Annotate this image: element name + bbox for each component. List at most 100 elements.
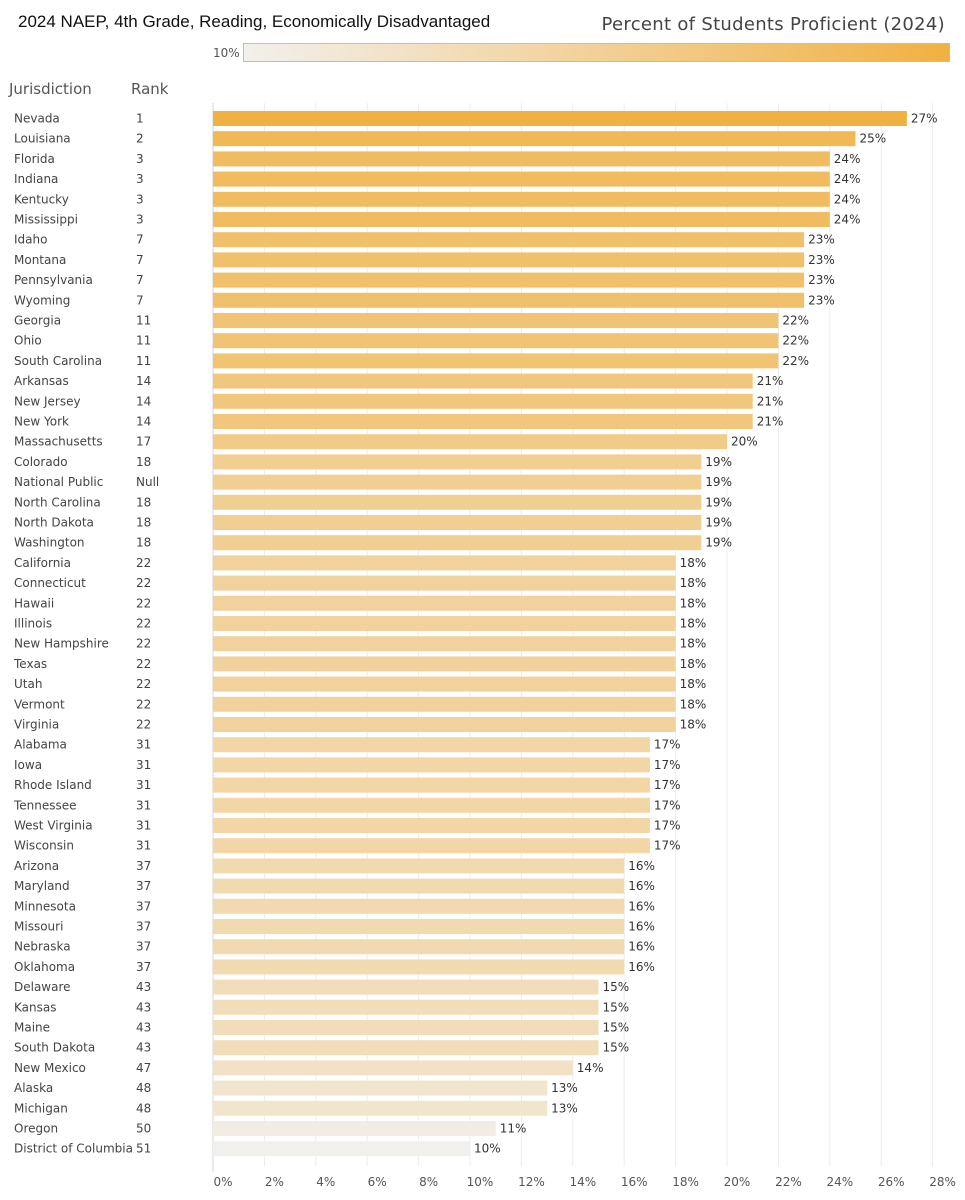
rank-label: 22 (136, 677, 151, 691)
bar (213, 151, 830, 167)
rank-label: 37 (136, 859, 151, 873)
bar (213, 898, 625, 914)
x-tick-label: 16% (621, 1175, 648, 1189)
bar (213, 999, 599, 1015)
bar (213, 272, 805, 288)
legend-color-scale (243, 43, 950, 62)
jurisdiction-label: Maryland (14, 879, 70, 893)
rank-label: 31 (136, 839, 151, 853)
jurisdiction-label: Georgia (14, 314, 61, 328)
jurisdiction-label: South Carolina (14, 354, 102, 368)
value-label: 22% (782, 354, 809, 368)
value-label: 24% (834, 152, 861, 166)
value-label: 19% (705, 475, 732, 489)
jurisdiction-label: Connecticut (14, 576, 86, 590)
value-label: 23% (808, 273, 835, 287)
jurisdiction-label: Indiana (14, 172, 58, 186)
jurisdiction-label: Colorado (14, 455, 68, 469)
bar (213, 575, 676, 591)
bar (213, 111, 907, 126)
value-label: 18% (680, 718, 707, 732)
rank-label: 1 (136, 112, 144, 126)
value-label: 19% (705, 495, 732, 509)
rank-label: 22 (136, 576, 151, 590)
x-tick-label: 28% (929, 1175, 956, 1189)
bar (213, 212, 830, 227)
value-label: 19% (705, 455, 732, 469)
rank-label: 43 (136, 1000, 151, 1014)
bar (213, 333, 779, 349)
jurisdiction-label: Massachusetts (14, 435, 103, 449)
jurisdiction-label: Texas (13, 657, 47, 671)
value-label: 17% (654, 738, 681, 752)
x-tick-label: 14% (569, 1175, 596, 1189)
rank-label: 18 (136, 516, 151, 530)
rank-label: 47 (136, 1061, 151, 1075)
value-label: 20% (731, 435, 758, 449)
value-label: 19% (705, 516, 732, 530)
jurisdiction-label: Michigan (14, 1101, 68, 1115)
value-label: 21% (757, 374, 784, 388)
jurisdiction-label: Virginia (14, 718, 59, 732)
jurisdiction-label: Kentucky (14, 192, 69, 206)
value-label: 27% (911, 112, 938, 126)
bar (213, 939, 625, 955)
rank-label: 18 (136, 536, 151, 550)
value-label: 15% (603, 1021, 630, 1035)
rank-label: 22 (136, 697, 151, 711)
bar (213, 979, 599, 995)
value-label: 14% (577, 1061, 604, 1075)
rank-label: 2 (136, 132, 144, 146)
bar (213, 838, 650, 854)
rank-label: 37 (136, 960, 151, 974)
jurisdiction-label: Montana (14, 253, 66, 267)
jurisdiction-label: Iowa (14, 758, 42, 772)
rank-label: 14 (136, 374, 151, 388)
bar (213, 555, 676, 571)
x-tick-label: 20% (724, 1175, 751, 1189)
rank-label: 18 (136, 495, 151, 509)
value-label: 24% (834, 172, 861, 186)
bar (213, 737, 650, 753)
rank-label: 11 (136, 334, 151, 348)
rank-label: 14 (136, 415, 151, 429)
jurisdiction-label: Oregon (14, 1122, 58, 1136)
rank-header: Rank (131, 80, 169, 98)
rank-label: 31 (136, 798, 151, 812)
jurisdiction-label: Vermont (14, 697, 65, 711)
value-label: 16% (628, 899, 655, 913)
rank-label: 22 (136, 718, 151, 732)
jurisdiction-label: Hawaii (14, 596, 54, 610)
bar (213, 454, 702, 470)
value-label: 10% (474, 1142, 501, 1156)
jurisdiction-label: California (14, 556, 71, 570)
x-tick-label: 0% (213, 1175, 232, 1189)
value-label: 16% (628, 879, 655, 893)
bar (213, 777, 650, 793)
jurisdiction-label: Florida (14, 152, 55, 166)
x-tick-label: 6% (368, 1175, 387, 1189)
bar (213, 858, 625, 874)
value-label: 18% (680, 576, 707, 590)
value-label: 16% (628, 960, 655, 974)
value-label: 19% (705, 536, 732, 550)
rank-label: 14 (136, 394, 151, 408)
bar (213, 717, 676, 732)
bar (213, 131, 856, 147)
bar (213, 878, 625, 894)
value-label: 17% (654, 819, 681, 833)
value-label: 24% (834, 192, 861, 206)
bar (213, 636, 676, 652)
bar (213, 1060, 573, 1076)
value-label: 21% (757, 394, 784, 408)
jurisdiction-label: Utah (14, 677, 42, 691)
jurisdiction-label: Ohio (14, 334, 42, 348)
jurisdiction-label: Arkansas (14, 374, 69, 388)
bar (213, 313, 779, 328)
value-label: 17% (654, 839, 681, 853)
rank-label: 31 (136, 819, 151, 833)
rank-label: 3 (136, 213, 144, 227)
rank-label: 37 (136, 899, 151, 913)
value-label: 16% (628, 920, 655, 934)
value-label: 15% (603, 1000, 630, 1014)
